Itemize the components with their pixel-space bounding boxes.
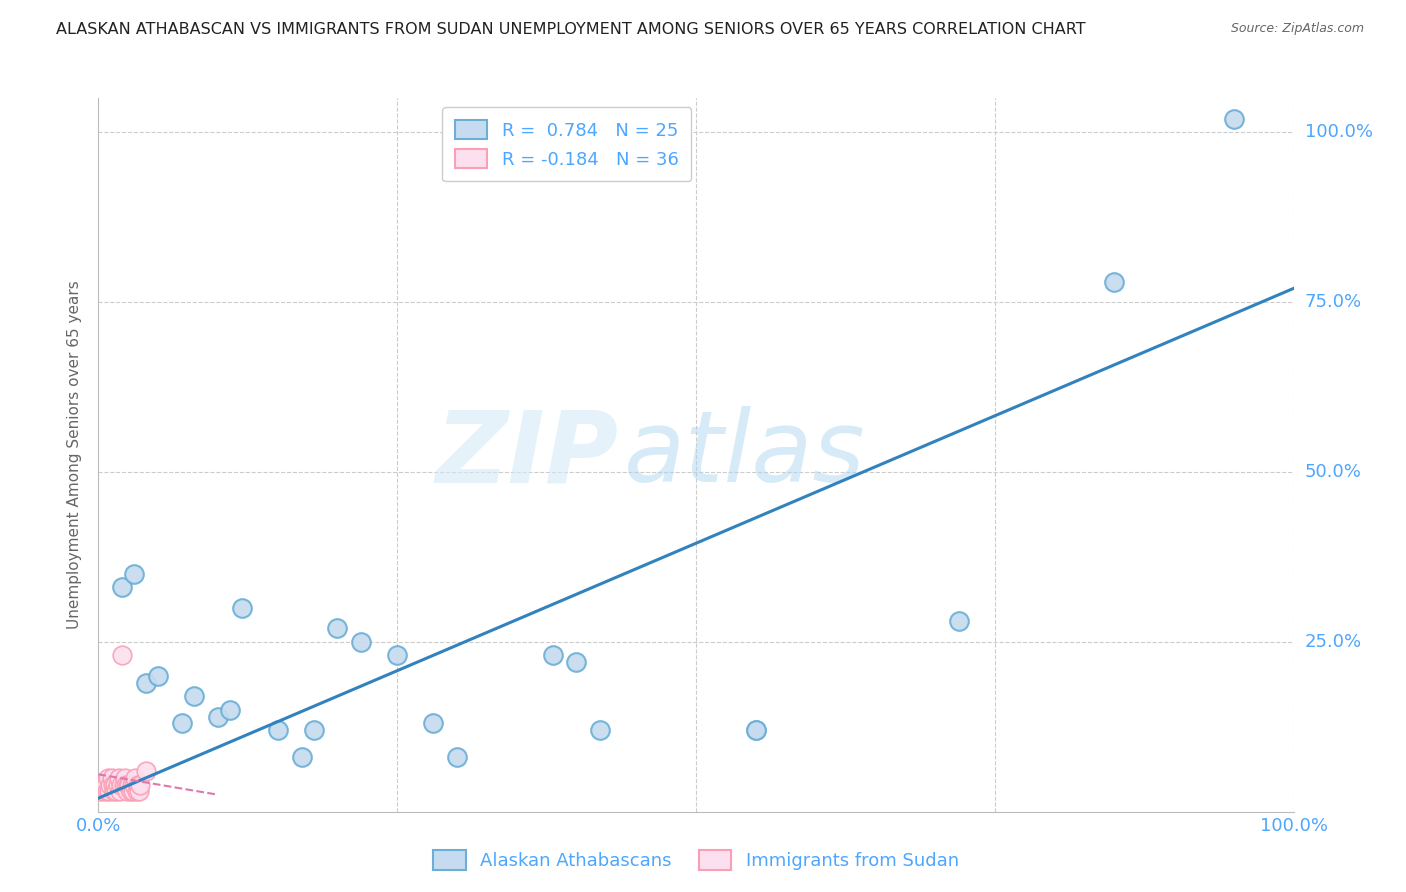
Y-axis label: Unemployment Among Seniors over 65 years: Unemployment Among Seniors over 65 years (67, 281, 83, 629)
Point (112, 778, 135, 792)
Point (183, 689, 205, 703)
Point (125, 784, 148, 798)
Point (541, 648, 564, 663)
Point (108, 784, 131, 798)
Text: atlas: atlas (624, 407, 866, 503)
Point (745, 723, 768, 738)
Point (111, 648, 134, 663)
Point (120, 784, 142, 798)
Point (91, 778, 114, 792)
Point (98, 778, 122, 792)
Point (118, 778, 141, 792)
Point (97, 771, 120, 785)
Point (101, 778, 124, 792)
Point (219, 703, 242, 717)
Text: 25.0%: 25.0% (1305, 632, 1362, 651)
Text: 50.0%: 50.0% (1305, 463, 1361, 481)
Point (350, 635, 373, 649)
Point (100, 771, 122, 785)
Point (124, 778, 146, 792)
Point (110, 778, 132, 792)
Point (589, 723, 612, 738)
Text: Source: ZipAtlas.com: Source: ZipAtlas.com (1230, 22, 1364, 36)
Point (148, 669, 170, 683)
Point (290, 750, 312, 764)
Text: ALASKAN ATHABASCAN VS IMMIGRANTS FROM SUDAN UNEMPLOYMENT AMONG SENIORS OVER 65 Y: ALASKAN ATHABASCAN VS IMMIGRANTS FROM SU… (56, 22, 1085, 37)
Point (565, 655, 588, 669)
Point (1222, 112, 1246, 126)
Point (385, 648, 409, 663)
Point (98, 784, 121, 798)
Point (115, 784, 138, 798)
Point (104, 778, 127, 792)
Point (124, 566, 146, 581)
Point (103, 784, 125, 798)
Point (91, 784, 114, 798)
Point (114, 771, 136, 785)
Point (122, 784, 145, 798)
Point (135, 675, 157, 690)
Point (105, 784, 128, 798)
Point (302, 723, 325, 738)
Text: ZIP: ZIP (436, 407, 619, 503)
Point (127, 778, 149, 792)
Point (93, 778, 115, 792)
Point (446, 750, 468, 764)
Point (107, 778, 129, 792)
Point (115, 778, 138, 792)
Legend: Alaskan Athabascans, Immigrants from Sudan: Alaskan Athabascans, Immigrants from Sud… (422, 839, 970, 881)
Point (231, 600, 253, 615)
Text: 75.0%: 75.0% (1305, 293, 1362, 311)
Point (124, 771, 146, 785)
Point (128, 784, 150, 798)
Point (96, 784, 118, 798)
Point (948, 615, 970, 629)
Point (745, 723, 768, 738)
Point (207, 709, 229, 723)
Point (1102, 275, 1125, 289)
Point (326, 621, 349, 635)
Point (90, 778, 112, 792)
Point (172, 716, 194, 731)
Point (94, 778, 117, 792)
Point (89, 784, 111, 798)
Point (117, 778, 139, 792)
Point (121, 778, 143, 792)
Point (107, 771, 129, 785)
Point (267, 723, 290, 738)
Point (422, 716, 444, 731)
Point (135, 764, 157, 778)
Text: 100.0%: 100.0% (1305, 123, 1372, 141)
Point (111, 581, 134, 595)
Point (129, 778, 152, 792)
